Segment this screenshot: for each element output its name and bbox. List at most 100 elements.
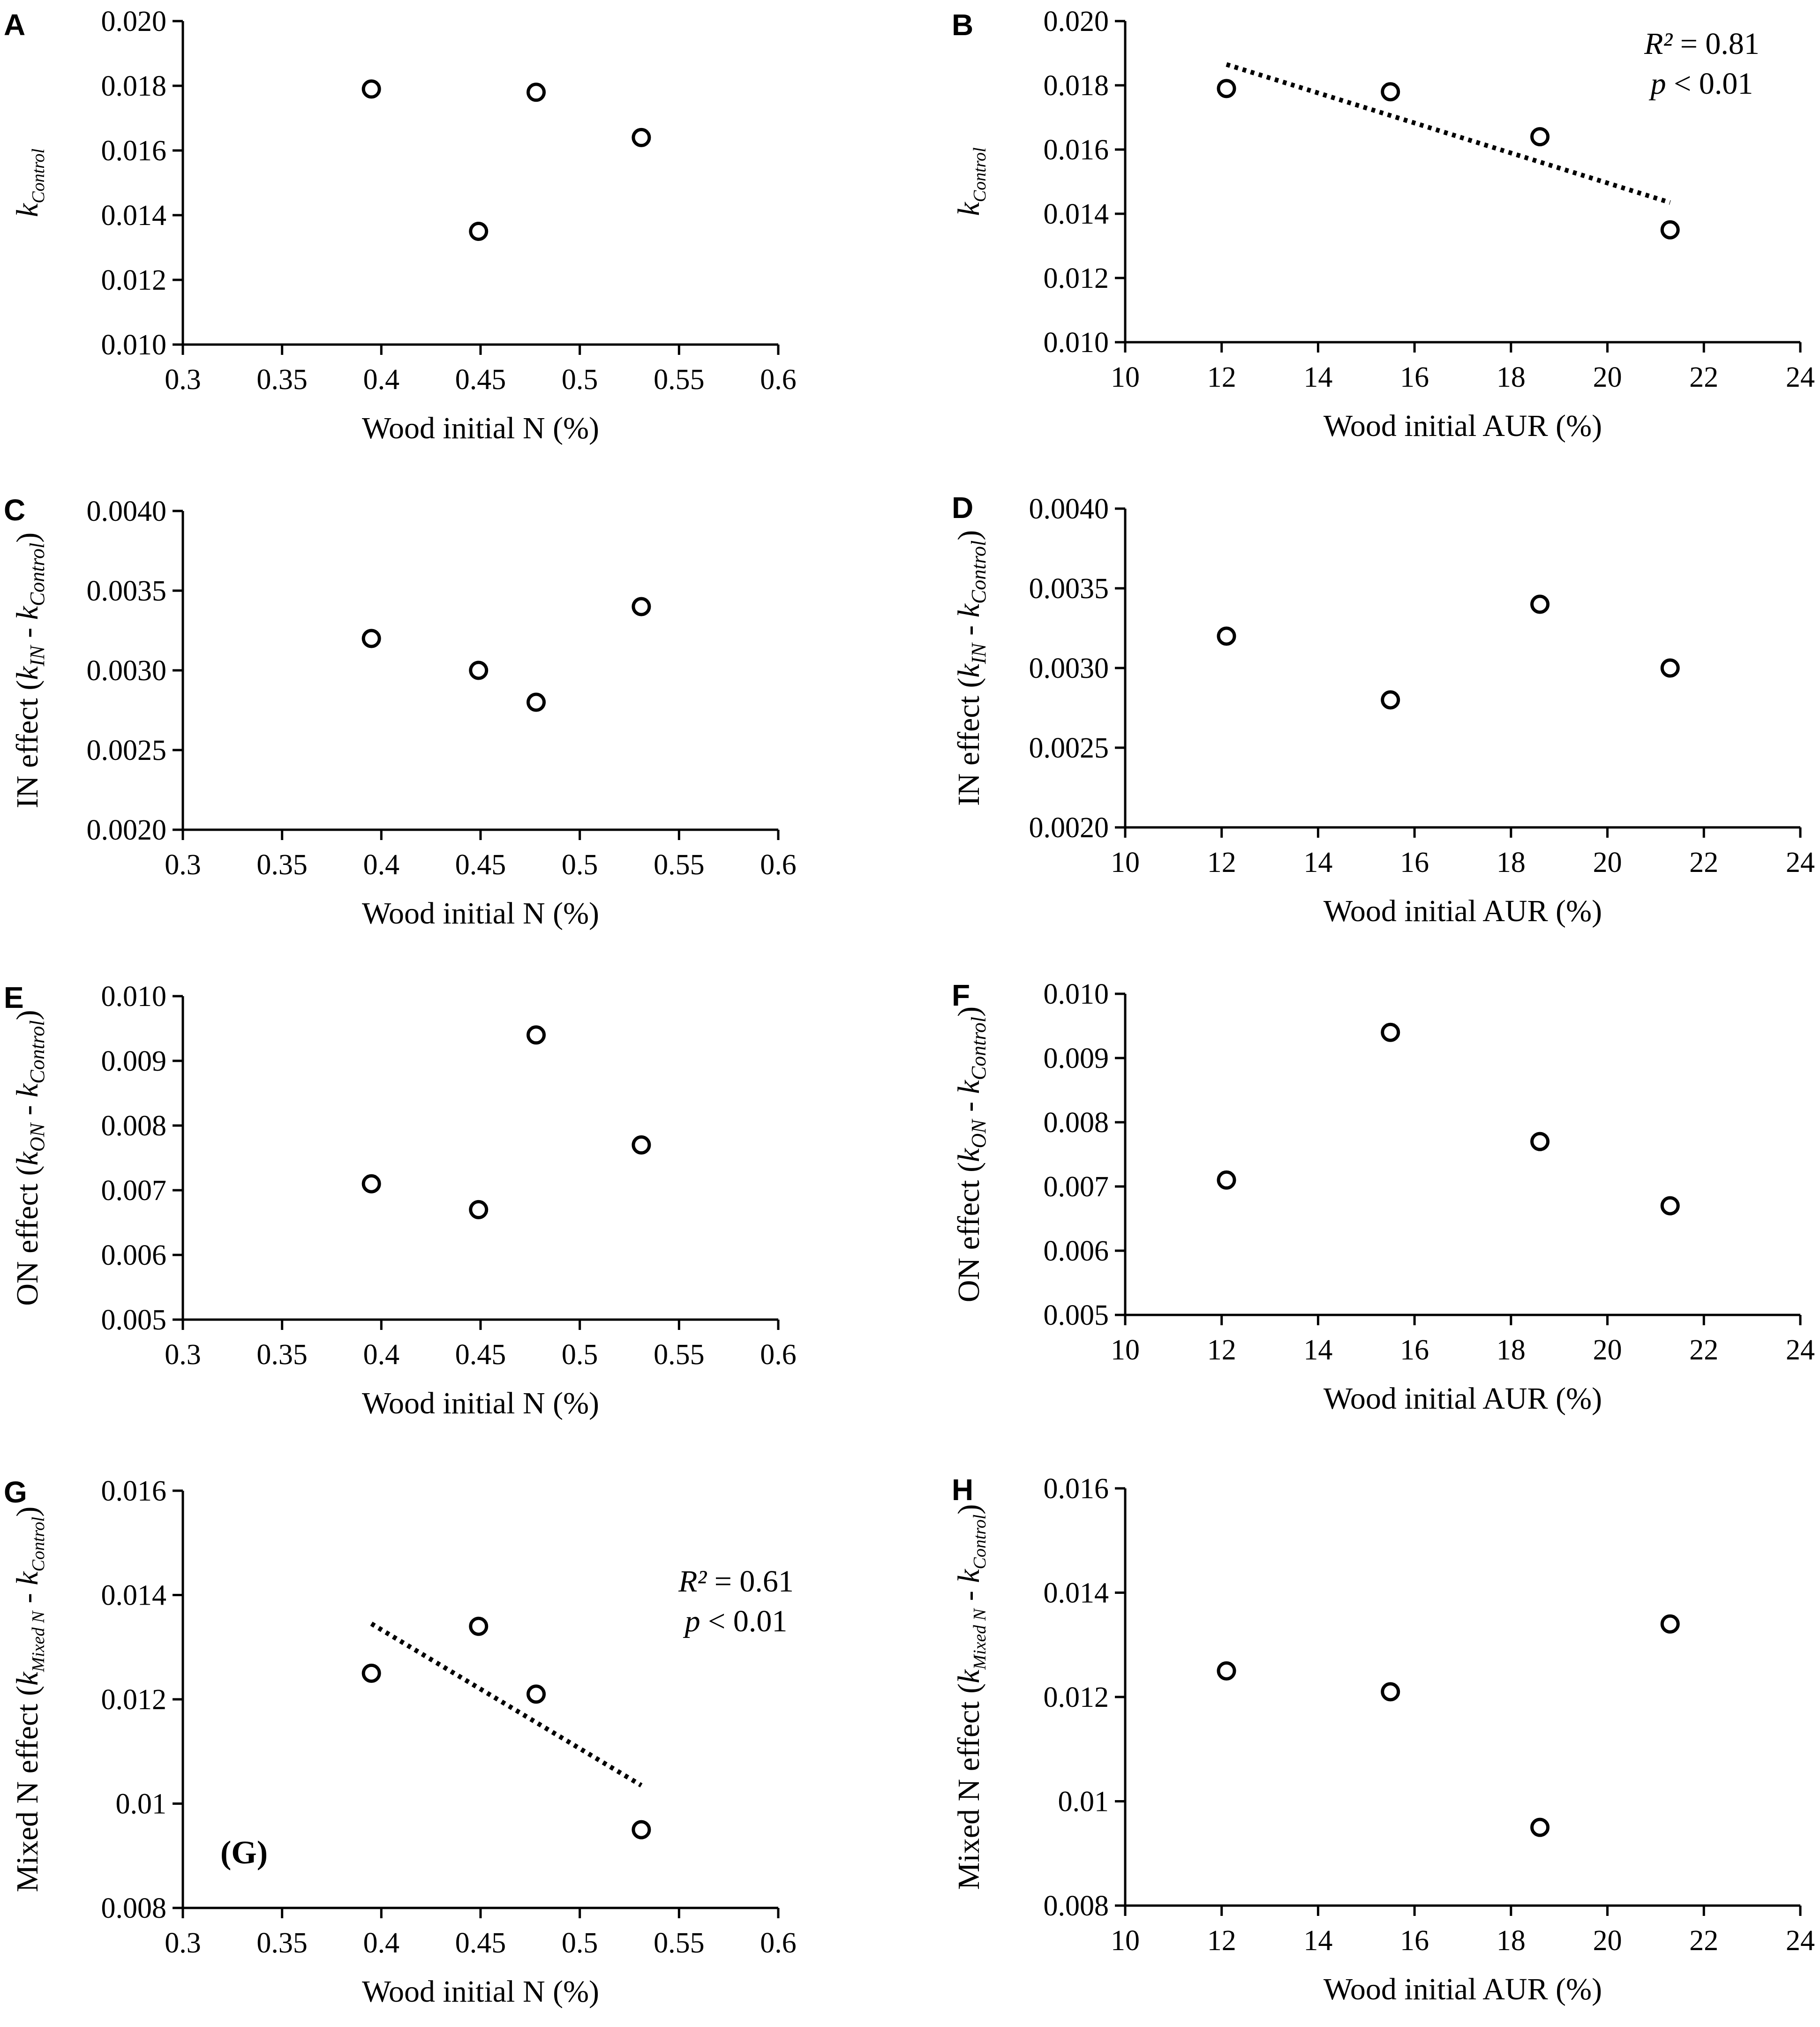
x-tick-label: 12 <box>1207 361 1236 393</box>
x-tick-label: 14 <box>1303 847 1332 878</box>
x-axis-label: Wood initial AUR (%) <box>1324 1972 1602 2006</box>
x-tick-label: 0.3 <box>165 1339 201 1371</box>
x-tick-label: 22 <box>1689 361 1718 393</box>
x-tick-label: 0.3 <box>165 364 201 396</box>
data-point <box>1530 1132 1550 1151</box>
trendline <box>1226 62 1671 205</box>
x-tick-label: 0.55 <box>654 364 705 396</box>
data-point <box>361 1663 381 1683</box>
x-tick-label: 0.5 <box>562 364 598 396</box>
panel-letter: A <box>4 8 25 42</box>
y-tick-label: 0.014 <box>1044 198 1109 230</box>
x-tick-label: 24 <box>1786 1334 1815 1366</box>
y-tick-label: 0.006 <box>1044 1235 1109 1267</box>
x-tick-label: 0.55 <box>654 849 705 881</box>
y-tick-label: 0.01 <box>116 1788 167 1820</box>
y-tick-label: 0.012 <box>1044 1682 1109 1713</box>
x-tick-label: 0.4 <box>363 849 400 881</box>
y-tick-label: 0.018 <box>101 70 167 102</box>
x-tick-label: 10 <box>1111 361 1140 393</box>
x-tick-label: 16 <box>1400 1925 1429 1957</box>
data-point <box>632 1135 651 1155</box>
x-tick-label: 0.45 <box>455 1339 506 1371</box>
y-tick-label: 0.009 <box>101 1045 167 1077</box>
data-point <box>526 83 546 102</box>
y-tick-label: 0.020 <box>101 6 167 38</box>
y-tick-label: 0.0025 <box>1029 732 1109 764</box>
y-tick-label: 0.016 <box>101 1475 167 1507</box>
x-tick-label: 0.35 <box>256 849 308 881</box>
data-point <box>361 1174 381 1194</box>
y-tick-label: 0.005 <box>1044 1299 1109 1331</box>
x-tick-label: 0.3 <box>165 849 201 881</box>
data-point <box>1530 127 1550 147</box>
panel-c: C 0.3 0.35 0.4 0.45 0.5 0.55 0.6 0.0020 0.0025 0.0… <box>4 493 797 931</box>
y-tick-label: 0.0030 <box>1029 653 1109 684</box>
data-point <box>1660 1614 1680 1634</box>
x-tick-label: 10 <box>1111 1334 1140 1366</box>
panel-h: H 10 12 14 16 18 20 22 24 0.008 0.01 0.012 0.014 0.01… <box>952 1473 1815 2006</box>
y-tick-label: 0.007 <box>1044 1171 1109 1203</box>
x-tick-label: 12 <box>1207 1334 1236 1366</box>
y-axis-label: kControl <box>952 147 990 216</box>
p-value-annotation: p < 0.01 <box>1649 67 1753 101</box>
y-axis-label: Mixed N effect (kMixed N - kControl) <box>10 1507 48 1892</box>
data-point <box>1381 82 1400 102</box>
x-tick-label: 18 <box>1497 1334 1526 1366</box>
y-axis-label: IN effect (kIN - kControl) <box>10 533 49 808</box>
y-tick-label: 0.010 <box>1044 327 1109 359</box>
y-tick-label: 0.008 <box>1044 1107 1109 1139</box>
x-tick-label: 0.3 <box>165 1927 201 1959</box>
y-axis-label: ON effect (kON - kControl) <box>10 1010 49 1306</box>
p-value-annotation: p < 0.01 <box>683 1604 788 1638</box>
data-point <box>361 629 381 648</box>
x-tick-label: 18 <box>1497 847 1526 878</box>
data-point <box>1217 1661 1236 1681</box>
y-tick-label: 0.020 <box>1044 6 1109 38</box>
x-axis-label: Wood initial N (%) <box>362 1974 599 2009</box>
x-tick-label: 0.6 <box>760 849 797 881</box>
inset-label: (G) <box>220 1835 268 1871</box>
x-tick-label: 0.35 <box>256 1927 308 1959</box>
y-tick-label: 0.016 <box>1044 134 1109 166</box>
x-tick-label: 0.55 <box>654 1339 705 1371</box>
data-point <box>1660 658 1680 678</box>
x-tick-label: 22 <box>1689 1925 1718 1957</box>
y-tick-label: 0.009 <box>1044 1043 1109 1074</box>
x-tick-label: 10 <box>1111 1925 1140 1957</box>
x-tick-label: 14 <box>1303 361 1332 393</box>
panel-letter: B <box>952 8 973 42</box>
data-point <box>1381 690 1400 710</box>
x-axis-label: Wood initial AUR (%) <box>1324 409 1602 443</box>
x-axis-label: Wood initial N (%) <box>362 411 599 445</box>
data-point <box>469 1616 489 1636</box>
y-axis-label: kControl <box>10 149 48 217</box>
x-tick-label: 24 <box>1786 847 1815 878</box>
panel-b: B 10 12 14 16 18 20 22 24 0.010 0.012 0.014 0.016 0.0… <box>952 6 1815 443</box>
y-tick-label: 0.007 <box>101 1175 167 1207</box>
data-point <box>1530 594 1550 614</box>
panel-letter: C <box>4 493 25 527</box>
data-point <box>469 661 489 680</box>
x-tick-label: 0.5 <box>562 1339 598 1371</box>
x-tick-label: 0.35 <box>256 1339 308 1371</box>
y-tick-label: 0.016 <box>101 135 167 167</box>
x-tick-label: 18 <box>1497 361 1526 393</box>
y-tick-label: 0.010 <box>1044 978 1109 1010</box>
y-tick-label: 0.0030 <box>87 655 167 687</box>
data-point <box>1381 1022 1400 1042</box>
y-tick-label: 0.014 <box>101 200 167 232</box>
x-tick-label: 24 <box>1786 1925 1815 1957</box>
x-tick-label: 16 <box>1400 847 1429 878</box>
panel-d: D 10 12 14 16 18 20 22 24 0.0020 0.0025 0.0030 0.003… <box>952 491 1815 928</box>
x-tick-label: 24 <box>1786 361 1815 393</box>
x-tick-label: 0.45 <box>455 849 506 881</box>
data-point <box>1217 1170 1236 1190</box>
x-tick-label: 16 <box>1400 361 1429 393</box>
x-tick-label: 0.45 <box>455 1927 506 1959</box>
y-axis-label: IN effect (kIN - kControl) <box>952 530 990 806</box>
panel-letter: G <box>4 1475 27 1509</box>
x-tick-label: 22 <box>1689 1334 1718 1366</box>
x-tick-label: 0.6 <box>760 1339 797 1371</box>
y-tick-label: 0.012 <box>1044 263 1109 294</box>
